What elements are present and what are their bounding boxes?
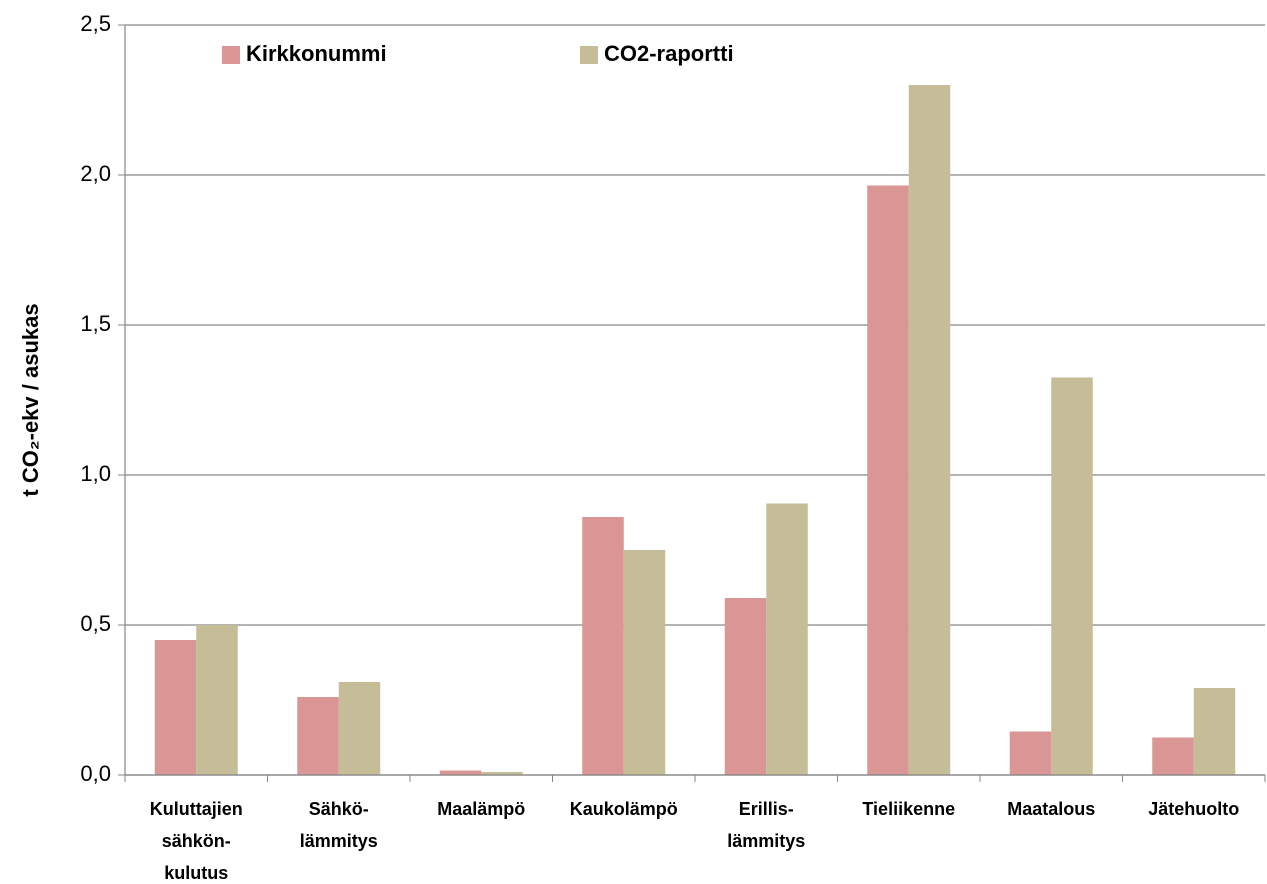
legend-swatch — [222, 46, 240, 64]
bar — [582, 517, 624, 775]
bar — [1009, 731, 1052, 775]
bar — [724, 598, 767, 775]
x-tick-label: Sähkö- — [309, 799, 369, 819]
bar — [623, 550, 666, 775]
x-tick-label: Jätehuolto — [1148, 799, 1239, 819]
x-tick-label: Maalämpö — [437, 799, 525, 819]
bar — [338, 682, 381, 775]
bar — [1193, 688, 1236, 775]
x-tick-label: Tieliikenne — [862, 799, 955, 819]
x-tick-label: kulutus — [164, 863, 228, 883]
bar — [766, 503, 808, 775]
legend-label: Kirkkonummi — [246, 41, 387, 66]
x-tick-label: lämmitys — [300, 831, 378, 851]
x-tick-label: Erillis- — [739, 799, 794, 819]
bar — [481, 772, 523, 775]
bar — [297, 697, 339, 775]
y-tick-label: 0,0 — [80, 761, 111, 786]
y-tick-label: 1,0 — [80, 461, 111, 486]
bar — [1051, 377, 1093, 775]
legend-label: CO2-raportti — [604, 41, 734, 66]
bar — [154, 640, 197, 775]
x-tick-label: Maatalous — [1007, 799, 1095, 819]
x-tick-label: Kuluttajien — [150, 799, 243, 819]
legend-swatch — [580, 46, 598, 64]
bar — [867, 185, 909, 775]
y-tick-label: 0,5 — [80, 611, 111, 636]
y-tick-label: 2,0 — [80, 161, 111, 186]
x-tick-label: lämmitys — [727, 831, 805, 851]
x-tick-label: Kaukolämpö — [570, 799, 678, 819]
y-tick-label: 2,5 — [80, 11, 111, 36]
bar — [439, 770, 482, 775]
bar — [196, 625, 238, 775]
y-axis-label: t CO₂-ekv / asukas — [18, 303, 43, 496]
bar — [908, 85, 951, 775]
x-tick-label: sähkön- — [162, 831, 231, 851]
bar — [1152, 737, 1194, 775]
y-tick-label: 1,5 — [80, 311, 111, 336]
